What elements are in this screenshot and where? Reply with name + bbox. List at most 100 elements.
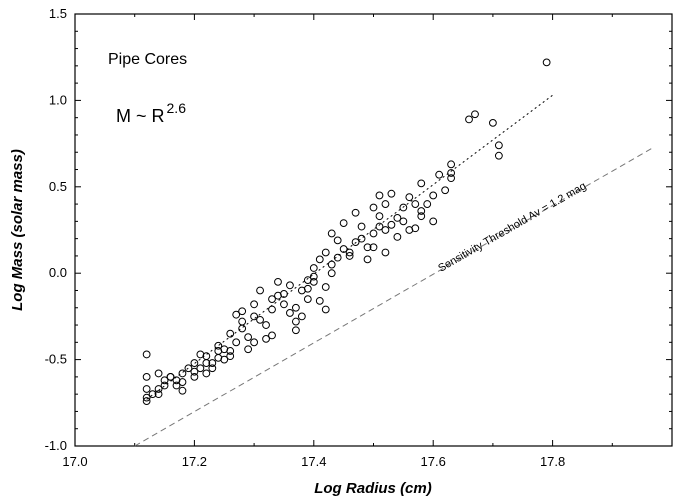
data-point xyxy=(202,369,211,378)
data-point xyxy=(244,333,253,342)
data-point xyxy=(489,118,497,127)
data-point xyxy=(339,219,348,227)
data-point xyxy=(142,350,151,359)
data-point xyxy=(286,281,294,290)
y-axis-title: Log Mass (solar mass) xyxy=(9,149,26,311)
data-point xyxy=(280,300,288,309)
data-point xyxy=(387,189,396,198)
threshold-label: Sensitivity Threshold Av = 1.2 mag xyxy=(436,180,588,275)
data-point xyxy=(417,212,426,221)
data-point xyxy=(357,234,366,243)
data-point xyxy=(351,208,360,217)
data-point xyxy=(542,58,551,67)
data-point xyxy=(250,312,259,321)
data-point xyxy=(160,376,169,385)
data-point xyxy=(471,110,479,119)
data-point xyxy=(166,372,175,381)
data-point xyxy=(154,385,163,393)
x-tick-label: 17.8 xyxy=(540,454,565,469)
data-point xyxy=(232,310,241,319)
data-point xyxy=(399,217,408,226)
fit-line-group xyxy=(146,94,553,400)
data-point xyxy=(238,317,247,326)
data-point xyxy=(262,334,270,343)
data-point xyxy=(268,295,276,304)
data-point xyxy=(405,193,414,202)
data-point xyxy=(417,207,426,215)
data-point xyxy=(190,367,199,376)
dataset-label: Pipe Cores xyxy=(108,51,187,68)
x-tick-label: 17.4 xyxy=(301,454,326,469)
data-point xyxy=(333,236,342,245)
data-point xyxy=(441,186,450,195)
data-point xyxy=(250,338,259,347)
data-point xyxy=(333,253,342,262)
data-point xyxy=(154,369,163,378)
data-point xyxy=(369,229,378,238)
data-point xyxy=(494,151,503,160)
data-point xyxy=(250,300,259,309)
data-point xyxy=(178,369,187,378)
data-point xyxy=(447,169,456,177)
data-point xyxy=(286,309,294,317)
data-point xyxy=(387,220,396,229)
data-point xyxy=(447,160,456,169)
data-point xyxy=(238,324,247,333)
data-point xyxy=(309,277,318,286)
data-point xyxy=(154,390,163,399)
data-point xyxy=(417,179,426,188)
data-point xyxy=(226,347,235,355)
x-tick-label: 17.6 xyxy=(421,454,446,469)
data-point xyxy=(375,191,384,200)
data-point xyxy=(399,203,408,212)
relation-label: M ~ R 2.6 xyxy=(116,100,186,126)
x-tick-label: 17.0 xyxy=(62,454,87,469)
data-point xyxy=(190,372,199,381)
data-point xyxy=(142,385,151,393)
data-point xyxy=(315,255,324,264)
data-point xyxy=(435,170,444,179)
data-point xyxy=(268,331,276,340)
data-point xyxy=(268,305,276,314)
data-point xyxy=(321,305,330,314)
data-point xyxy=(280,290,288,298)
data-point xyxy=(393,214,402,222)
data-point xyxy=(423,200,432,208)
data-point xyxy=(142,372,151,381)
y-tick-label: 1.5 xyxy=(49,6,67,21)
data-point xyxy=(256,286,264,295)
data-point xyxy=(345,248,354,257)
data-point xyxy=(321,248,330,257)
data-point xyxy=(375,222,384,231)
data-point xyxy=(411,200,420,208)
y-tick-label: -0.5 xyxy=(45,352,67,367)
data-point xyxy=(327,229,336,238)
data-point xyxy=(291,326,300,335)
y-tick-label: 0.5 xyxy=(49,179,67,194)
y-tick-label: 0.0 xyxy=(49,265,67,280)
data-point xyxy=(357,222,366,231)
data-point xyxy=(208,364,217,373)
data-point xyxy=(238,307,247,316)
x-axis-title: Log Radius (cm) xyxy=(314,480,432,497)
data-point xyxy=(363,255,372,264)
data-point xyxy=(190,359,199,367)
y-tick-label: 1.0 xyxy=(49,92,67,107)
x-tick-label: 17.2 xyxy=(182,454,207,469)
data-point xyxy=(303,295,312,304)
data-point xyxy=(339,245,348,253)
data-point xyxy=(232,338,241,347)
data-point xyxy=(291,317,300,326)
data-point xyxy=(447,174,456,183)
data-point xyxy=(178,386,187,395)
data-point xyxy=(381,248,390,257)
data-point xyxy=(494,141,503,150)
data-point xyxy=(142,393,151,402)
data-point xyxy=(184,364,193,373)
data-point xyxy=(345,252,354,260)
y-tick-label: -1.0 xyxy=(45,438,67,453)
relation-base: M ~ R xyxy=(116,106,165,126)
data-points xyxy=(142,58,551,405)
data-point xyxy=(375,212,384,221)
fit-line xyxy=(146,94,553,400)
